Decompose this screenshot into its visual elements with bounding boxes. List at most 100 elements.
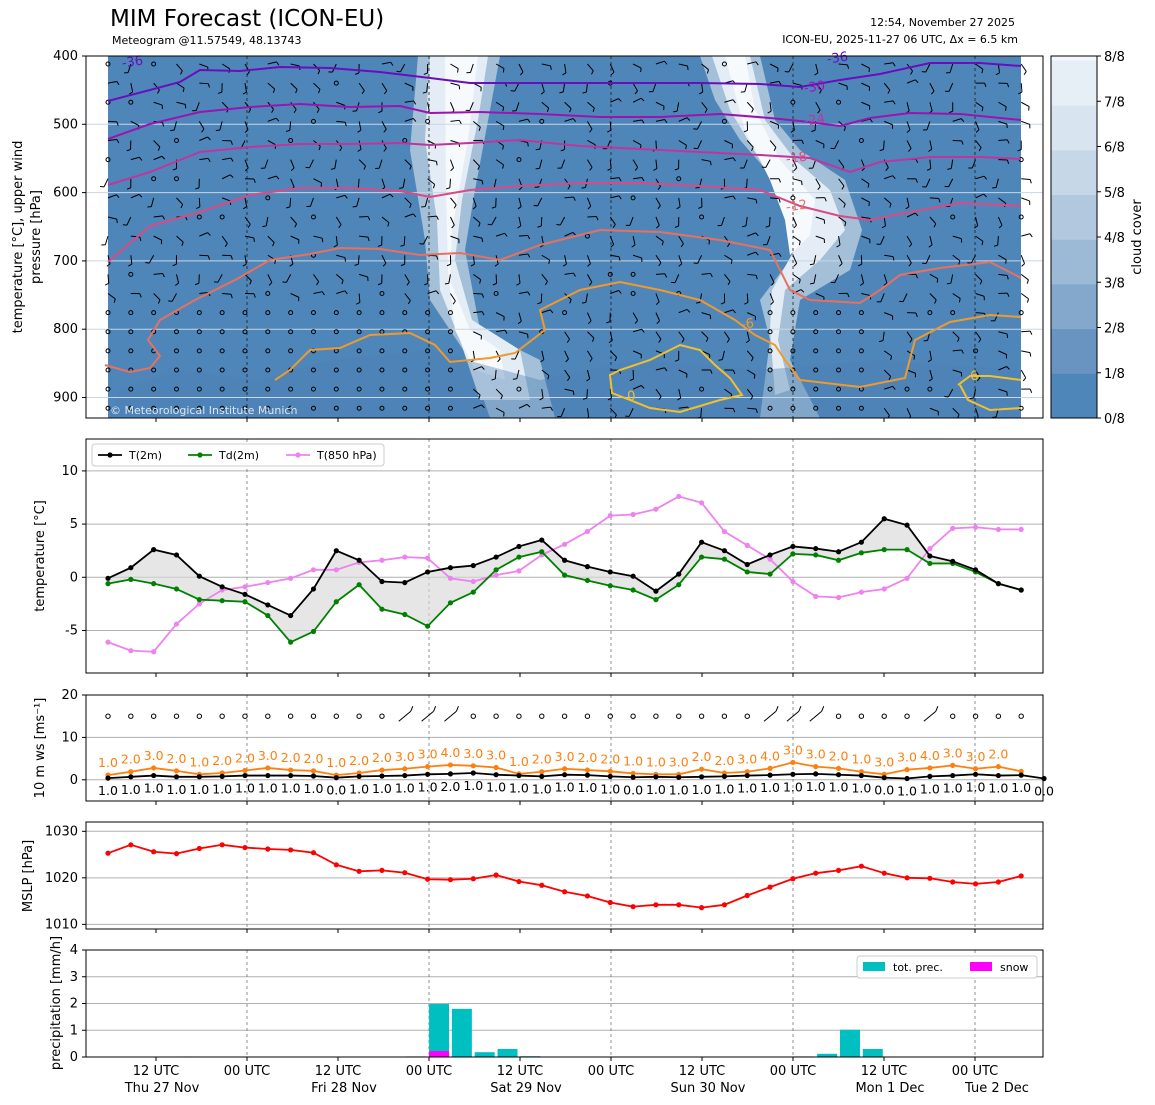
wind-panel: 1.0 2.0 3.0 2.0 1.0 2.0 2.0 3.0 2.0 2.0 1.0 2.0 2.0 3…: [33, 688, 1054, 805]
chart-title: MIM Forecast (ICON-EU): [110, 6, 385, 32]
wind-barb: [975, 101, 984, 108]
tot-prec-bar: [451, 1008, 472, 1057]
wind-barb-flag: [502, 164, 505, 169]
wind-barb-flag: [318, 89, 321, 94]
wind-barb: [150, 197, 155, 207]
wind-barb-flag: [410, 706, 414, 712]
gust-value-label: 1.0: [851, 752, 871, 767]
wind-barb: [518, 331, 528, 335]
calm-wind-marker: [128, 386, 134, 392]
calm-wind-marker: [356, 405, 362, 411]
wind-barb: [997, 216, 1003, 226]
wind-barb: [404, 213, 414, 218]
wind-barb-flag: [253, 237, 255, 242]
td2m-point: [402, 611, 408, 618]
time-tick-label: 12 UTC: [133, 1064, 179, 1079]
wind-barb-flag: [518, 186, 523, 191]
calm-wind-marker: [858, 367, 864, 373]
wind-barb-flag: [185, 216, 188, 221]
wind-barb-flag: [546, 107, 550, 113]
gust-value-label: 2.0: [577, 750, 597, 765]
wind-barb-flag: [944, 395, 949, 398]
wind-barb-flag: [436, 255, 439, 260]
gust-value-label: 3.0: [737, 752, 757, 767]
calm-wind-marker: [676, 176, 682, 182]
wind-barb: [107, 80, 117, 84]
wind-barb: [763, 710, 777, 722]
wind-barb: [838, 216, 847, 223]
legend-entry: tot. prec.: [893, 961, 943, 974]
wind-barb: [586, 312, 592, 322]
wind-barb-flag: [933, 223, 937, 228]
wind-barb: [309, 197, 314, 207]
wind-barb: [335, 273, 344, 281]
t2m-point: [950, 558, 956, 564]
calm-wind-marker: [425, 405, 431, 411]
wind-mean-point: [105, 775, 111, 781]
wind-barb-flag: [793, 224, 797, 229]
calm-wind-marker: [584, 713, 591, 719]
wind-barb: [267, 235, 275, 243]
calm-wind-marker: [516, 157, 522, 163]
gust-point: [607, 768, 613, 774]
wind-barb-flag: [540, 359, 545, 363]
wind-barb-flag: [983, 175, 988, 180]
gust-point: [493, 764, 499, 771]
contour-labels: -36 -36-30-24-18-12-606: [121, 50, 980, 405]
gust-point: [562, 766, 568, 772]
wind-barb: [450, 119, 460, 122]
wind-mean-point: [584, 772, 591, 778]
wind-barb-flag: [958, 260, 961, 265]
wind-barb: [586, 197, 592, 207]
wind-barb-flag: [106, 263, 111, 267]
wind-barb-flag: [168, 300, 173, 302]
wind-barb-flag: [407, 300, 411, 305]
wind-barb: [633, 119, 643, 122]
gust-point: [151, 765, 157, 771]
wind-barb: [655, 254, 662, 263]
wind-barb: [952, 331, 960, 339]
wind-barb: [746, 388, 754, 397]
wind-barb-flag: [1005, 106, 1007, 111]
wind-mean-point: [881, 775, 887, 781]
wind-barb: [336, 254, 346, 259]
wind-barb: [746, 331, 750, 341]
wind-barb: [632, 236, 636, 246]
wind-barb-flag: [824, 197, 827, 202]
wind-barb-flag: [658, 262, 662, 267]
wind-mean-point: [813, 771, 819, 777]
gust-value-label: 2.0: [714, 753, 734, 768]
wind-barb: [450, 235, 460, 240]
wind-barb-flag: [207, 83, 210, 88]
wind-barb: [975, 63, 984, 70]
calm-wind-marker: [767, 405, 773, 411]
contour-minus18: [107, 182, 1022, 263]
calm-wind-marker: [287, 713, 294, 719]
wind-barb: [655, 159, 658, 169]
wind-barb: [655, 293, 660, 303]
wind-barb-flag: [382, 262, 387, 267]
wind-barb: [564, 388, 574, 392]
wind-barb-flag: [478, 222, 481, 227]
t2m-point: [562, 557, 568, 563]
calm-wind-marker: [425, 386, 431, 392]
calm-wind-marker: [196, 329, 202, 335]
wind-barb: [335, 236, 338, 246]
wind-barb-flag: [905, 206, 910, 210]
contour-minus36: [107, 62, 1022, 102]
colorbar-step: [1051, 194, 1097, 240]
wind-barb-flag: [550, 406, 554, 411]
calm-wind-marker: [219, 348, 225, 354]
y-tick-label: 800: [53, 322, 78, 337]
wind-barb: [267, 82, 275, 90]
wind-barb-flag: [1026, 279, 1029, 284]
wind-barb-flag: [161, 155, 166, 160]
calm-wind-marker: [836, 386, 842, 392]
contour-label: -24: [803, 112, 826, 130]
contour-6: [957, 375, 1022, 412]
gust-value-label: 3.0: [783, 742, 803, 757]
calm-wind-marker: [858, 137, 864, 143]
wind-barb-flag: [817, 186, 821, 190]
calm-wind-marker: [356, 386, 362, 392]
wind-barb-flag: [936, 278, 939, 283]
